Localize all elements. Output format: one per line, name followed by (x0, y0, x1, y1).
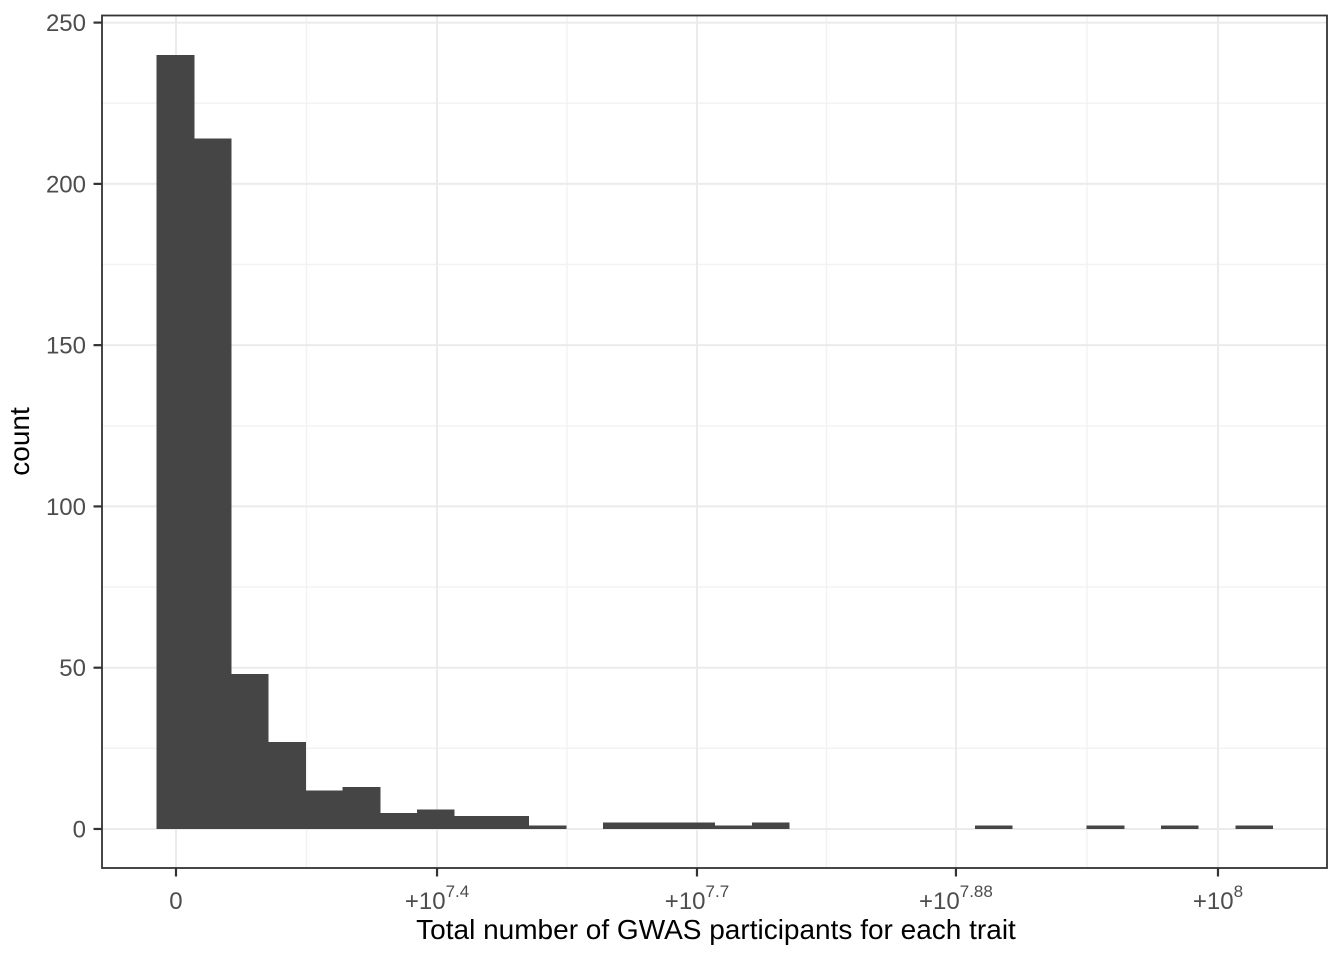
minor-gridlines (102, 15, 1327, 868)
histogram-bar (1235, 825, 1274, 829)
histogram-bar (603, 822, 641, 829)
histogram-bars (156, 54, 1274, 829)
y-tick-label: 150 (46, 333, 86, 360)
y-tick-label: 200 (46, 171, 86, 198)
axis-tick-labels: 0 50 100 150 200 250 0 +107.4 +107.7 +107.88 +108 (46, 10, 1243, 915)
histogram-bar (342, 787, 381, 829)
histogram-bar (193, 138, 232, 829)
histogram-bar (305, 790, 344, 829)
histogram-bar (528, 825, 567, 829)
major-gridlines (102, 15, 1327, 868)
panel-border (101, 14, 1328, 869)
histogram-bar (975, 825, 1013, 829)
x-axis-title: Total number of GWAS participants for ea… (416, 914, 1016, 945)
y-tick-label: 250 (46, 10, 86, 37)
histogram-bar (156, 54, 195, 829)
x-tick-label: +108 (1193, 882, 1243, 915)
histogram-bar (491, 816, 530, 829)
histogram-bar (417, 809, 455, 829)
histogram-bar (268, 741, 306, 829)
x-tick-label: +107.7 (665, 882, 729, 915)
histogram-bar (640, 822, 678, 829)
histogram-bar (379, 812, 418, 829)
x-tick-label: +107.4 (405, 882, 469, 915)
histogram-bar (1161, 825, 1199, 829)
histogram-bar (454, 816, 492, 829)
histogram-bar (677, 822, 716, 829)
histogram-bar (714, 825, 753, 829)
x-tick-label: +107.88 (919, 882, 993, 915)
y-tick-label: 50 (59, 655, 86, 682)
axis-tick-marks (93, 21, 1220, 877)
y-tick-label: 0 (73, 816, 86, 843)
histogram-bar (1086, 825, 1125, 829)
histogram-bar (751, 822, 790, 829)
x-tick-label: 0 (169, 888, 182, 915)
y-tick-label: 100 (46, 494, 86, 521)
histogram-bar (231, 674, 269, 829)
y-axis-title: count (4, 407, 35, 476)
